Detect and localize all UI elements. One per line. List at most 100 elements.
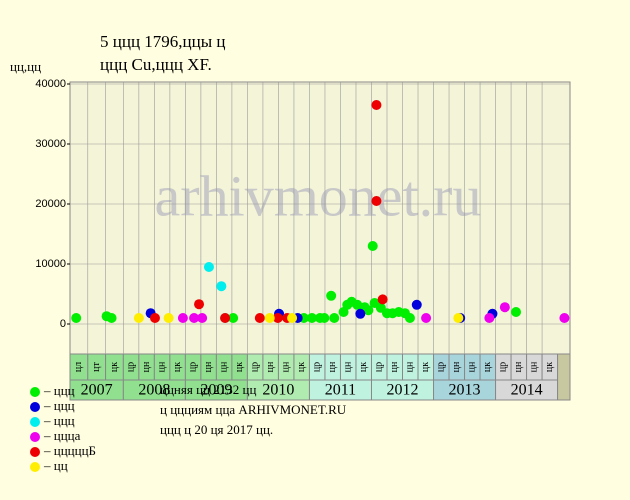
point — [203, 262, 214, 272]
year-label: 2008 — [138, 382, 170, 399]
point — [377, 294, 388, 305]
period-label: цл — [73, 362, 84, 372]
legend-marker — [30, 432, 40, 442]
period-label: цн — [327, 361, 338, 372]
note: ццняя цц 2132 цц — [160, 382, 256, 397]
period-label: цк — [420, 362, 431, 372]
point — [367, 241, 378, 251]
watermark: arhivmonet.ru — [155, 163, 482, 228]
period-label: цн — [389, 361, 400, 372]
legend-marker — [30, 402, 40, 412]
plot-area — [69, 81, 571, 355]
year-label: 2012 — [387, 382, 419, 399]
period-label: цк — [172, 362, 183, 372]
y-axis-label: цц,цц — [10, 59, 41, 74]
period-label: цк — [358, 362, 369, 372]
chart-title: 5 ццц 1796,ццы ц — [100, 32, 226, 51]
point — [149, 313, 160, 323]
legend-label: – ццц — [43, 398, 75, 413]
point — [559, 313, 570, 323]
period-label: цр — [125, 362, 136, 372]
y-tick-label: 20000 — [35, 198, 66, 210]
point — [254, 313, 265, 323]
point — [220, 313, 231, 323]
legend-label: – ццца — [43, 428, 81, 443]
legend-marker — [30, 387, 40, 397]
point — [189, 313, 200, 323]
point — [363, 305, 374, 316]
point — [371, 100, 382, 110]
year-label: 2014 — [511, 382, 543, 399]
period-label: цр — [312, 362, 323, 372]
y-tick-label: 40000 — [35, 78, 66, 90]
period-label: цк — [109, 362, 120, 372]
point — [329, 313, 340, 323]
point — [216, 281, 227, 292]
year-label: 2010 — [262, 382, 294, 399]
point — [511, 307, 522, 317]
period-label: цн — [218, 361, 229, 372]
period-label: цн — [343, 361, 354, 372]
note: ццц ц 20 ця 2017 цц. — [160, 422, 273, 437]
legend-label: – ццц — [43, 383, 75, 398]
year-label: 2007 — [81, 382, 113, 399]
y-tick-label: 30000 — [35, 138, 66, 150]
point — [306, 313, 317, 323]
year-label: 2009 — [200, 382, 232, 399]
point — [287, 313, 298, 323]
period-label: цн — [467, 361, 478, 372]
point — [272, 313, 283, 323]
year-label: 2013 — [449, 382, 481, 399]
period-label: цр — [498, 362, 509, 372]
point — [319, 313, 330, 323]
period-label: цн — [451, 361, 462, 372]
period-label: цк — [482, 362, 493, 372]
period-label: цн — [203, 361, 214, 372]
point — [197, 313, 208, 323]
period-label: цн — [280, 361, 291, 372]
point — [228, 313, 239, 323]
period-label: цн — [141, 361, 152, 372]
chart-subtitle: ццц Cu,ццц XF. — [100, 55, 212, 74]
point — [194, 299, 205, 310]
point — [499, 302, 510, 313]
period-label: цр — [374, 362, 385, 372]
period-label: цр — [436, 362, 447, 372]
period-label: цн — [265, 361, 276, 372]
legend-label: – цццццБ — [43, 443, 96, 458]
point — [264, 313, 275, 323]
point — [71, 313, 82, 323]
point — [421, 313, 432, 323]
point — [484, 313, 495, 323]
legend-marker — [30, 462, 40, 472]
period-label: цн — [156, 361, 167, 372]
point — [411, 299, 422, 310]
y-tick-label: 10000 — [35, 258, 66, 270]
note: ц ццциям цца ARHIVMONET.RU — [160, 402, 347, 417]
point — [404, 313, 415, 323]
y-tick-label: 0 — [60, 318, 66, 330]
point — [326, 290, 337, 301]
legend-marker — [30, 417, 40, 427]
period-label: цн — [513, 361, 524, 372]
period-label: цр — [187, 362, 198, 372]
period-label: цк — [296, 362, 307, 372]
legend-label: – ццц — [43, 413, 75, 428]
period-label: цн — [529, 361, 540, 372]
point — [133, 313, 144, 323]
period-label: цк — [234, 362, 245, 372]
point — [355, 308, 366, 319]
legend-marker — [30, 447, 40, 457]
end-cell — [557, 353, 571, 401]
period-label: цк — [544, 362, 555, 372]
legend-label: – цц — [43, 458, 68, 473]
point — [371, 196, 382, 206]
point — [453, 313, 464, 323]
point — [177, 313, 188, 323]
period-label: цн — [405, 361, 416, 372]
period-label: цр — [249, 362, 260, 372]
year-label: 2011 — [325, 382, 356, 399]
period-label: цт — [91, 362, 102, 372]
point — [106, 313, 117, 323]
